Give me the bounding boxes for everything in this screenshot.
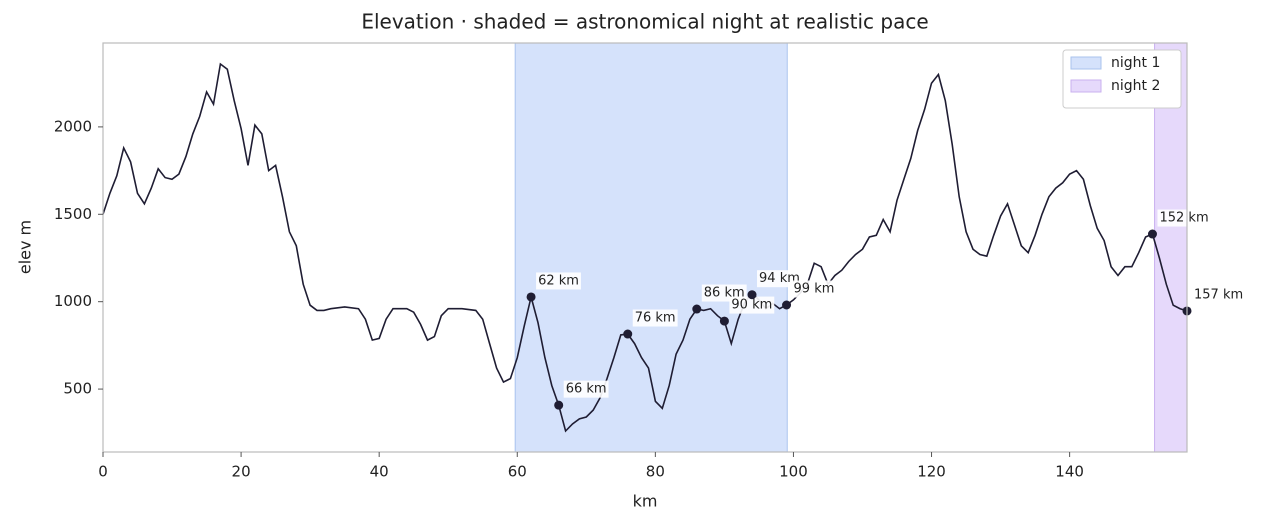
x-tick-label: 60 <box>508 463 527 481</box>
marker <box>526 292 536 302</box>
annotation: 66 km <box>563 380 609 398</box>
legend-swatch <box>1070 79 1102 93</box>
x-tick-label: 40 <box>370 463 389 481</box>
night-span <box>1154 42 1188 453</box>
y-tick-label: 2000 <box>54 117 92 135</box>
annotation-label: 90 km <box>731 298 772 313</box>
annotation-label: 152 km <box>1159 211 1208 226</box>
annotation-bg <box>1157 209 1211 227</box>
marker <box>692 304 702 314</box>
legend-swatch <box>1070 56 1102 70</box>
annotation: 94 km <box>757 270 802 288</box>
legend-label: night 1 <box>1111 55 1160 71</box>
annotation-label: 76 km <box>635 311 676 326</box>
annotation-label: 62 km <box>538 273 579 288</box>
marker <box>623 329 633 339</box>
annotation-label: 99 km <box>794 282 835 297</box>
night-span <box>514 42 788 453</box>
marker <box>782 300 792 310</box>
y-tick-label: 500 <box>63 380 92 398</box>
marker <box>747 290 757 300</box>
annotation-bg <box>757 270 802 288</box>
x-tick-label: 20 <box>232 463 251 481</box>
annotation: 90 km <box>729 296 775 314</box>
plot-frame <box>102 42 1188 453</box>
marker <box>1147 229 1157 239</box>
annotation: 76 km <box>632 309 678 327</box>
y-axis-label: elev m <box>16 220 35 274</box>
x-tick-label: 0 <box>98 463 108 481</box>
x-tick-label: 100 <box>779 463 808 481</box>
x-axis-label: km <box>633 492 658 511</box>
chart-title: Elevation · shaded = astronomical night … <box>361 10 928 34</box>
annotation-bg <box>632 309 678 327</box>
marker <box>554 400 564 410</box>
elevation-line <box>102 62 1188 433</box>
annotation: 99 km <box>791 280 837 298</box>
y-tick-label: 1000 <box>54 292 92 310</box>
x-tick-label: 80 <box>646 463 665 481</box>
y-tick-label: 1500 <box>54 205 92 223</box>
annotation-bg <box>563 380 609 398</box>
annotation-bg <box>791 280 837 298</box>
annotation-label: 157 km <box>1194 287 1243 302</box>
annotation: 157 km <box>1192 286 1246 304</box>
annotation: 152 km <box>1157 209 1211 227</box>
legend-label: night 2 <box>1111 78 1160 94</box>
annotation-bg <box>729 296 775 314</box>
x-tick-label: 120 <box>917 463 946 481</box>
annotation-label: 94 km <box>759 271 800 286</box>
marker <box>719 316 729 326</box>
annotation-label: 66 km <box>566 382 607 397</box>
annotation: 62 km <box>536 272 581 290</box>
annotation-bg <box>536 272 581 290</box>
annotation-bg <box>1192 286 1246 304</box>
x-tick-label: 140 <box>1055 463 1084 481</box>
